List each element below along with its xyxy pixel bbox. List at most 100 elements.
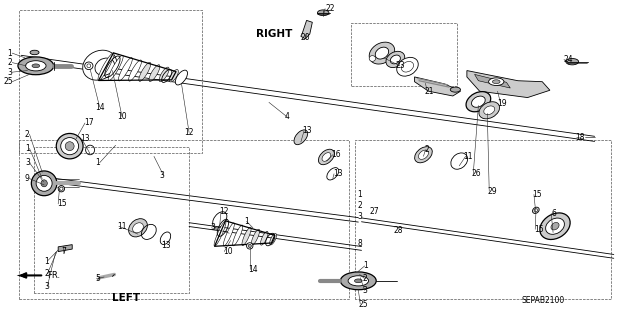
- Ellipse shape: [260, 231, 268, 245]
- Ellipse shape: [540, 213, 570, 240]
- Circle shape: [451, 87, 461, 92]
- Polygon shape: [301, 20, 312, 39]
- Circle shape: [340, 272, 376, 290]
- Ellipse shape: [319, 149, 334, 165]
- Text: 22: 22: [325, 4, 335, 13]
- Ellipse shape: [223, 223, 234, 246]
- Circle shape: [30, 50, 39, 55]
- Polygon shape: [467, 70, 550, 98]
- Ellipse shape: [242, 227, 251, 246]
- Text: 17: 17: [84, 118, 93, 128]
- Ellipse shape: [118, 58, 132, 81]
- Ellipse shape: [484, 106, 495, 115]
- Circle shape: [488, 78, 504, 85]
- Text: 15: 15: [57, 199, 67, 208]
- Ellipse shape: [390, 55, 401, 64]
- Ellipse shape: [56, 133, 83, 159]
- Ellipse shape: [84, 62, 93, 70]
- Ellipse shape: [36, 175, 52, 191]
- Text: 24: 24: [564, 55, 573, 64]
- Text: 4: 4: [285, 112, 290, 121]
- Text: 6: 6: [551, 209, 556, 218]
- Circle shape: [26, 61, 46, 71]
- Ellipse shape: [546, 218, 564, 234]
- Ellipse shape: [369, 56, 376, 61]
- Text: 25: 25: [358, 300, 368, 308]
- Polygon shape: [474, 74, 510, 88]
- Text: 15: 15: [532, 190, 542, 199]
- Text: 13: 13: [81, 134, 90, 143]
- Ellipse shape: [129, 60, 141, 81]
- Text: 2: 2: [7, 58, 12, 67]
- Text: 29: 29: [487, 187, 497, 196]
- Ellipse shape: [386, 51, 404, 68]
- Ellipse shape: [31, 171, 57, 196]
- Circle shape: [18, 57, 54, 75]
- Ellipse shape: [41, 180, 47, 187]
- Ellipse shape: [83, 50, 116, 80]
- Ellipse shape: [415, 147, 432, 163]
- Ellipse shape: [129, 219, 147, 237]
- Text: LEFT: LEFT: [113, 293, 141, 303]
- Text: 10: 10: [118, 112, 127, 121]
- Ellipse shape: [98, 53, 114, 80]
- Circle shape: [348, 276, 369, 286]
- Ellipse shape: [149, 65, 160, 82]
- Ellipse shape: [419, 150, 428, 160]
- Circle shape: [492, 80, 500, 84]
- Ellipse shape: [532, 207, 539, 213]
- Text: 23: 23: [396, 61, 405, 70]
- Text: 3: 3: [25, 158, 30, 167]
- Text: 8: 8: [357, 239, 362, 248]
- Text: RIGHT: RIGHT: [256, 29, 292, 39]
- Text: 12: 12: [219, 207, 228, 216]
- Ellipse shape: [214, 221, 226, 246]
- Polygon shape: [17, 273, 26, 278]
- Text: 12: 12: [184, 128, 194, 137]
- Text: 14: 14: [248, 264, 258, 274]
- Text: 19: 19: [497, 100, 507, 108]
- Text: 11: 11: [464, 152, 473, 161]
- Text: 9: 9: [25, 174, 30, 183]
- Text: 3: 3: [159, 171, 164, 180]
- Ellipse shape: [294, 130, 308, 145]
- Text: 3: 3: [210, 223, 215, 232]
- Ellipse shape: [252, 229, 260, 245]
- Text: 13: 13: [162, 241, 172, 250]
- Text: 28: 28: [394, 226, 403, 235]
- Circle shape: [355, 279, 362, 283]
- Polygon shape: [415, 77, 461, 96]
- Ellipse shape: [246, 243, 253, 249]
- Ellipse shape: [65, 142, 74, 151]
- Ellipse shape: [466, 92, 491, 112]
- Ellipse shape: [87, 64, 91, 68]
- Text: FR.: FR.: [47, 271, 60, 280]
- Text: 15: 15: [534, 225, 543, 234]
- Text: 3: 3: [357, 212, 362, 221]
- Ellipse shape: [479, 102, 500, 119]
- Ellipse shape: [108, 55, 123, 81]
- Circle shape: [32, 64, 40, 68]
- Ellipse shape: [551, 222, 559, 230]
- Text: 3: 3: [363, 286, 367, 295]
- Ellipse shape: [159, 67, 169, 82]
- Ellipse shape: [139, 63, 150, 81]
- Ellipse shape: [401, 62, 413, 72]
- Ellipse shape: [95, 58, 115, 75]
- Ellipse shape: [58, 186, 65, 192]
- Text: 2: 2: [424, 145, 429, 154]
- Ellipse shape: [233, 225, 243, 246]
- Text: 13: 13: [333, 169, 342, 178]
- Text: 1: 1: [357, 190, 362, 199]
- Circle shape: [566, 58, 579, 65]
- Text: 27: 27: [370, 207, 380, 216]
- Text: 2: 2: [25, 130, 29, 138]
- Text: 2: 2: [363, 274, 367, 283]
- Ellipse shape: [60, 187, 63, 190]
- Text: 18: 18: [575, 133, 585, 142]
- Text: SEPAB2100: SEPAB2100: [521, 296, 564, 305]
- Ellipse shape: [322, 152, 331, 161]
- Text: 7: 7: [61, 247, 66, 256]
- Ellipse shape: [397, 57, 419, 76]
- Text: 1: 1: [244, 217, 250, 226]
